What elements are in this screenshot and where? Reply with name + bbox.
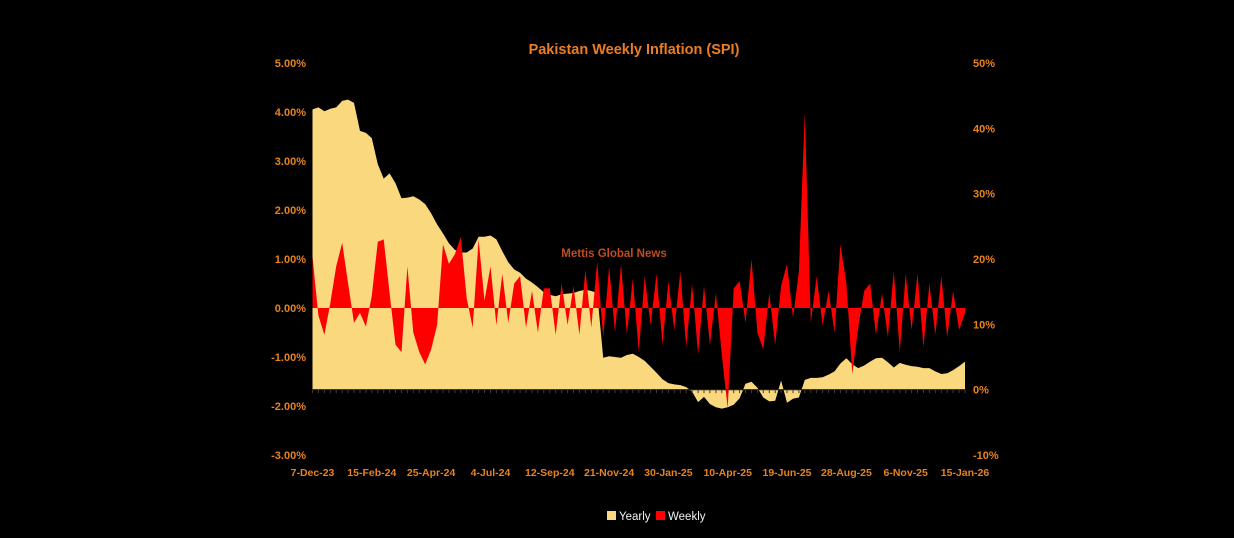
weekly-area-series [312, 112, 965, 409]
chart-title: Pakistan Weekly Inflation (SPI) [529, 42, 740, 58]
plot-area-series [312, 99, 965, 409]
left-axis-label: -3.00% [271, 450, 306, 462]
x-axis-date-label: 10-Apr-25 [703, 467, 752, 479]
left-axis-label: 5.00% [275, 58, 306, 70]
left-axis-labels: 5.00% 4.00% 3.00% 2.00% 1.00% 0.00% -1.00% -2.0… [271, 58, 306, 462]
left-axis-label: -1.00% [271, 352, 306, 364]
right-axis-label: 30% [973, 189, 995, 201]
x-axis-date-label: 21-Nov-24 [584, 467, 634, 479]
legend: Yearly Weekly [607, 511, 706, 523]
legend-swatch-weekly [656, 511, 665, 520]
x-axis-labels: 7-Dec-23 15-Feb-24 25-Apr-24 4-Jul-24 12-Sep… [291, 467, 990, 479]
x-axis-date-label: 4-Jul-24 [471, 467, 511, 479]
right-axis-label: -10% [973, 450, 999, 462]
legend-label-yearly: Yearly [619, 511, 651, 523]
right-axis-label: 10% [973, 319, 995, 331]
right-axis-label: 50% [973, 58, 995, 70]
x-axis-date-label: 28-Aug-25 [821, 467, 872, 479]
right-axis-label: 40% [973, 123, 995, 135]
left-axis-label: 2.00% [275, 205, 306, 217]
legend-swatch-yearly [607, 511, 616, 520]
watermark-text: Mettis Global News [561, 248, 666, 260]
legend-label-weekly: Weekly [668, 511, 706, 523]
left-axis-label: 1.00% [275, 254, 306, 266]
right-axis-label: 20% [973, 254, 995, 266]
x-axis-date-label: 25-Apr-24 [407, 467, 456, 479]
x-axis-date-label: 15-Feb-24 [347, 467, 396, 479]
x-axis-date-label: 15-Jan-26 [941, 467, 990, 479]
x-axis-date-label: 19-Jun-25 [762, 467, 811, 479]
right-axis-labels: 50% 40% 30% 20% 10% 0% -10% [973, 58, 999, 462]
left-axis-label: 4.00% [275, 107, 306, 119]
x-axis [312, 389, 966, 394]
yearly-area-series [312, 99, 965, 409]
left-axis-label: -2.00% [271, 401, 306, 413]
left-axis-label: 3.00% [275, 156, 306, 168]
right-axis-label: 0% [973, 385, 989, 397]
x-axis-date-label: 12-Sep-24 [525, 467, 575, 479]
x-axis-date-label: 7-Dec-23 [291, 467, 335, 479]
x-axis-date-label: 30-Jan-25 [644, 467, 693, 479]
left-axis-label: 0.00% [275, 303, 306, 315]
x-axis-date-label: 6-Nov-25 [884, 467, 929, 479]
